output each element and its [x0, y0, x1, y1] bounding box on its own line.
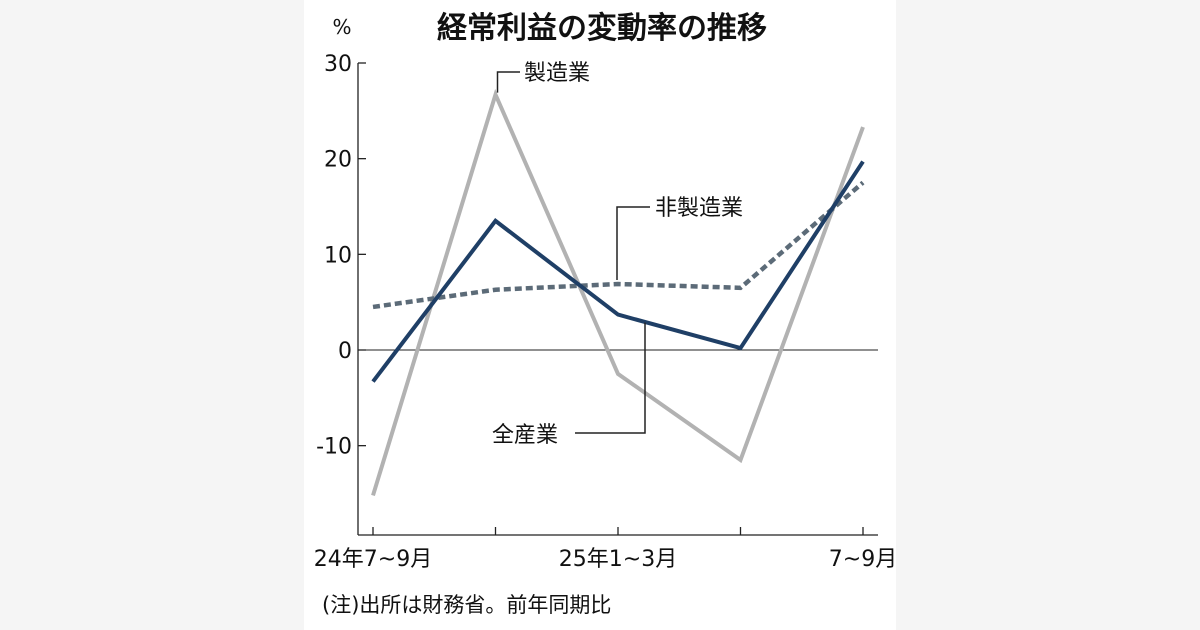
series-line	[371, 160, 865, 383]
y-axis-unit: %	[332, 15, 351, 39]
x-tick-label: 7~9月	[829, 547, 897, 572]
axes: 30 20 10 0 -10 24年7~9月 25年1~3月 7~9月	[314, 52, 897, 572]
series-line	[371, 88, 865, 496]
series-label: 全産業	[492, 423, 558, 448]
series-line	[372, 180, 865, 310]
leader-line	[616, 206, 650, 280]
chart-title: 経常利益の変動率の推移	[437, 11, 767, 46]
y-tick-label: 0	[338, 339, 352, 364]
chart-note: (注)出所は財務省。前年同期比	[322, 593, 611, 617]
x-tick-label: 25年1~3月	[559, 547, 677, 572]
series-lines	[371, 88, 865, 496]
x-tick-label: 24年7~9月	[314, 547, 432, 572]
y-tick-label: -10	[316, 435, 352, 460]
y-tick-label: 30	[324, 52, 352, 77]
leader-line	[575, 322, 646, 434]
y-tick-label: 20	[324, 148, 352, 173]
series-label: 製造業	[524, 61, 590, 86]
leader-line	[496, 71, 520, 93]
y-tick-label: 10	[324, 243, 352, 268]
chart-panel	[304, 0, 896, 630]
series-label: 非製造業	[655, 196, 743, 221]
